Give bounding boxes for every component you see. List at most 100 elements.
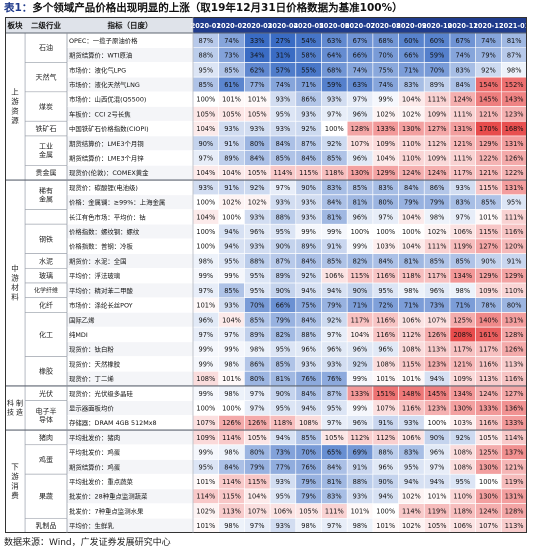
value-cell (475, 312, 502, 328)
value-label: 145% (479, 96, 498, 104)
value-label: 75% (301, 302, 316, 310)
indicator-cell (67, 488, 193, 504)
value-cell (398, 194, 425, 210)
value-cell (475, 165, 502, 181)
indicator-label: 平均批发价：鸡蛋 (69, 448, 121, 457)
value-cell (193, 253, 219, 269)
value-cell (475, 430, 502, 445)
indicator-cell (67, 474, 193, 489)
value-cell (398, 150, 425, 166)
value-label: 71% (404, 66, 419, 74)
value-cell (193, 385, 219, 401)
value-cell (193, 283, 219, 298)
value-cell (424, 444, 450, 460)
value-cell (398, 400, 425, 416)
value-cell (218, 194, 245, 210)
indicator-label: 现货价(伦敦)：COMEX黄金 (69, 168, 149, 177)
value-label: 111% (428, 96, 447, 104)
value-cell (244, 400, 271, 416)
value-cell (244, 371, 271, 386)
value-label: 105% (299, 507, 318, 515)
value-cell (347, 503, 373, 519)
value-label: 81% (327, 213, 342, 221)
value-cell (501, 253, 527, 269)
value-cell (193, 312, 219, 328)
value-label: 131% (505, 493, 524, 501)
value-cell (193, 268, 219, 283)
industry-label: 稀有 (39, 186, 53, 195)
value-label: 79% (301, 493, 316, 501)
value-cell (424, 268, 450, 283)
value-cell (398, 474, 425, 489)
value-label: 70% (250, 302, 265, 310)
month-header: 2020-05 (293, 22, 324, 30)
value-cell (372, 180, 399, 195)
industry-label: 化学纤维 (34, 286, 58, 294)
value-label: 107% (196, 419, 215, 427)
value-cell (347, 253, 373, 269)
value-label: 83% (455, 66, 470, 74)
value-label: 105% (248, 169, 267, 177)
value-cell (295, 488, 322, 504)
value-label: 105% (248, 434, 267, 442)
value-label: 58% (301, 52, 316, 60)
value-label: 34% (250, 52, 265, 60)
value-label: 91% (327, 243, 342, 251)
value-label: 90% (276, 243, 291, 251)
value-label: 95% (199, 66, 214, 74)
value-label: 133% (376, 125, 395, 133)
value-label: 134% (453, 272, 472, 280)
value-label: 104% (222, 169, 241, 177)
value-cell (218, 312, 245, 328)
value-cell (475, 209, 502, 225)
value-label: 104% (402, 96, 421, 104)
value-label: 108% (376, 360, 395, 368)
value-label: 114% (222, 434, 241, 442)
value-label: 90% (276, 287, 291, 295)
indicator-label: 市场价：液化气LPG (69, 65, 126, 74)
value-label: 101% (376, 522, 395, 530)
value-label: 84% (404, 184, 419, 192)
value-cell (475, 62, 502, 78)
value-label: 97% (327, 522, 342, 530)
value-label: 68% (378, 37, 393, 45)
value-label: 134% (453, 390, 472, 398)
value-label: 95% (276, 110, 291, 118)
indicator-label: 显示器面板均价 (69, 404, 114, 413)
value-cell (193, 62, 219, 78)
value-cell (449, 415, 476, 431)
value-cell (295, 106, 322, 122)
value-label: 88% (276, 213, 291, 221)
value-label: 99% (199, 272, 214, 280)
value-label: 131% (505, 316, 524, 324)
value-label: 70% (378, 52, 393, 60)
value-label: 93% (276, 478, 291, 486)
value-label: 84% (301, 155, 316, 163)
value-cell (295, 180, 322, 195)
indicator-label: 平均批发价：重点蔬菜 (69, 477, 134, 486)
value-label: 109% (196, 434, 215, 442)
value-label: 85% (301, 434, 316, 442)
value-label: 114% (402, 507, 421, 515)
value-cell (218, 356, 245, 372)
industry-label: 果蔬 (39, 492, 53, 501)
value-cell (372, 283, 399, 298)
value-cell (347, 283, 373, 298)
value-cell (218, 444, 245, 460)
value-cell (475, 474, 502, 489)
value-label: 108% (453, 463, 472, 471)
value-cell (449, 180, 476, 195)
value-cell (321, 194, 348, 210)
header-indicator: 指标（日度） (108, 20, 153, 30)
value-label: 97% (353, 96, 368, 104)
value-cell (244, 33, 271, 48)
value-cell (398, 518, 425, 533)
value-cell (449, 165, 476, 181)
value-cell (347, 385, 373, 401)
indicator-label: 平均价：生鲜乳 (69, 521, 114, 530)
value-cell (244, 297, 271, 313)
value-label: 84% (378, 257, 393, 265)
value-label: 85% (430, 257, 445, 265)
value-label: 100% (325, 125, 344, 133)
value-cell (321, 47, 348, 63)
